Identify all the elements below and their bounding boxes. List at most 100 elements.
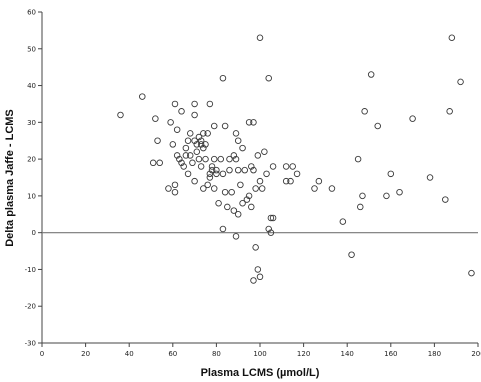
data-point (250, 277, 257, 284)
x-tick-label: 20 (81, 350, 90, 358)
data-point (206, 100, 214, 108)
data-point (226, 155, 233, 163)
data-point (178, 159, 185, 167)
x-tick-label: 100 (253, 350, 266, 358)
data-point (215, 199, 222, 207)
data-point (221, 122, 229, 130)
data-point (282, 177, 290, 185)
data-point (339, 218, 347, 225)
y-tick-label: 20 (27, 156, 36, 164)
data-point (250, 166, 257, 174)
data-point (265, 225, 272, 233)
data-point (208, 163, 216, 170)
data-point (149, 159, 157, 167)
data-point (184, 137, 192, 144)
data-point (468, 269, 475, 277)
data-point (191, 137, 198, 144)
data-point (254, 152, 262, 159)
x-tick-label: 60 (168, 350, 177, 358)
data-point (239, 144, 246, 152)
data-point (206, 170, 214, 178)
data-point (169, 141, 177, 148)
data-point (232, 233, 240, 240)
data-point (232, 155, 240, 163)
data-point (208, 166, 216, 174)
data-point (387, 170, 395, 178)
data-point (191, 100, 198, 108)
data-point (213, 166, 220, 174)
data-point (383, 192, 390, 200)
y-axis-title: Delta plasma Jaffe - LCMS (4, 109, 16, 247)
data-point (176, 155, 183, 163)
data-point (315, 177, 323, 185)
data-point (261, 148, 268, 156)
data-point (265, 74, 272, 82)
data-point (348, 251, 355, 258)
y-tick-label: 50 (27, 45, 36, 53)
data-point (243, 196, 251, 203)
data-point (139, 93, 146, 100)
data-point (442, 196, 449, 203)
plot-area (41, 12, 478, 344)
data-point (241, 166, 248, 174)
data-point (180, 163, 187, 170)
data-point (173, 152, 181, 159)
data-point (359, 192, 366, 200)
y-tick-label: 10 (27, 192, 36, 200)
data-point (156, 159, 163, 167)
data-point (267, 229, 275, 236)
data-point (267, 214, 275, 222)
data-point (173, 126, 181, 133)
data-point (230, 152, 238, 159)
data-point (197, 141, 205, 148)
data-point (210, 155, 218, 163)
y-tick-label: -20 (25, 303, 36, 311)
data-point (448, 34, 456, 41)
data-point (171, 100, 179, 108)
data-point (217, 155, 225, 163)
data-point (446, 108, 453, 115)
data-point (117, 111, 124, 119)
x-tick-label: 200 (471, 350, 481, 358)
data-point (426, 174, 434, 181)
data-point (357, 203, 364, 211)
x-tick-label: 160 (384, 350, 397, 358)
data-point (282, 163, 290, 170)
data-point (221, 188, 229, 196)
data-point (195, 155, 203, 163)
data-point (195, 133, 203, 141)
y-axis-ticks: -30 -20 -10 0 10 20 30 40 50 60 (25, 9, 42, 348)
data-point (234, 211, 242, 218)
data-point (197, 137, 205, 144)
data-point (202, 155, 209, 163)
data-point (396, 188, 403, 196)
data-point (354, 155, 362, 163)
data-point (224, 203, 231, 211)
data-point (269, 214, 277, 222)
data-point (182, 152, 190, 159)
data-point (230, 207, 238, 214)
data-point (200, 144, 207, 152)
data-point (237, 181, 244, 189)
data-point (287, 177, 294, 185)
data-point (210, 122, 218, 130)
data-point (234, 137, 242, 144)
data-point (457, 78, 464, 86)
data-point (269, 163, 277, 170)
x-axis-title: Plasma LCMS (µmol/L) (201, 367, 320, 379)
data-point (409, 115, 416, 122)
data-point (154, 137, 161, 144)
data-point (213, 170, 220, 178)
x-tick-label: 140 (341, 350, 354, 358)
data-point (191, 177, 198, 185)
data-point (234, 166, 242, 174)
x-tick-label: 0 (40, 350, 44, 358)
data-point (178, 108, 185, 115)
data-point (226, 166, 233, 174)
data-point (248, 163, 255, 170)
data-point (289, 163, 296, 170)
data-point (189, 159, 196, 167)
data-point (219, 170, 227, 178)
y-tick-label: 40 (27, 82, 36, 90)
data-point (250, 119, 257, 126)
